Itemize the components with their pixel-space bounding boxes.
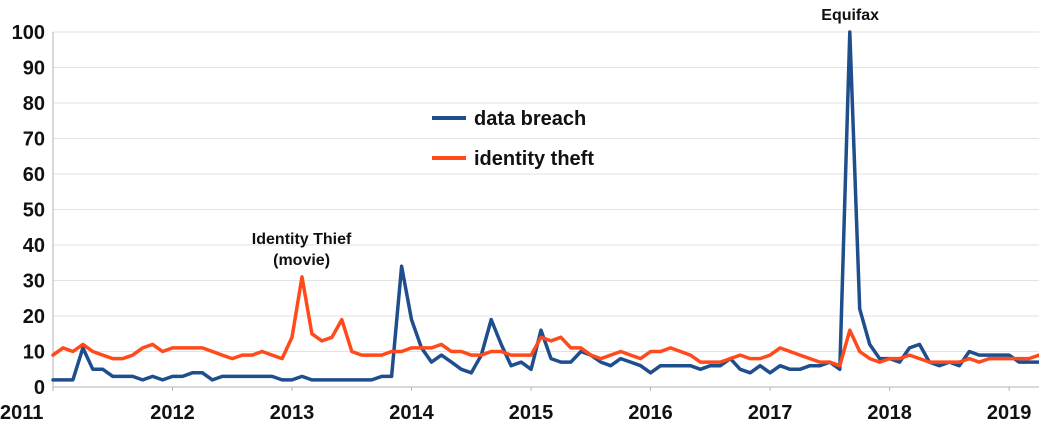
gridlines <box>53 31 1039 352</box>
y-tick-label: 60 <box>23 164 45 186</box>
legend: data breach identity theft <box>432 108 594 170</box>
legend-label: identity theft <box>474 148 594 170</box>
series-line-identity-theft <box>51 275 1039 368</box>
y-tick-label: 50 <box>23 200 45 222</box>
y-tick-label: 40 <box>23 235 45 257</box>
y-tick-label: 90 <box>23 58 45 80</box>
x-tick-label: 2014 <box>389 402 434 424</box>
x-tick-label: 2017 <box>748 402 793 424</box>
y-tick-label: 80 <box>23 93 45 115</box>
annotation: Identity Thief (movie) <box>252 231 352 269</box>
annotations: Identity Thief (movie) Equifax <box>252 7 879 269</box>
y-tick-label: 10 <box>23 342 45 364</box>
x-tick-label: 2013 <box>270 402 315 424</box>
x-tick-label: 2016 <box>628 402 673 424</box>
legend-label: data breach <box>474 108 586 130</box>
x-tick-label: 2011 <box>0 402 43 424</box>
x-tick-label: 2019 <box>987 402 1032 424</box>
y-tick-label: 0 <box>34 377 45 399</box>
legend-item: identity theft <box>432 148 594 170</box>
legend-item: data breach <box>432 108 586 130</box>
x-tick-label: 2015 <box>509 402 554 424</box>
y-tick-label: 100 <box>12 22 45 44</box>
x-tick-label: 2018 <box>867 402 912 424</box>
annotation: Equifax <box>821 7 879 24</box>
annotation-text: Identity Thief <box>252 231 352 248</box>
annotation-text: Equifax <box>821 7 879 24</box>
series-line-data-breach <box>51 30 1039 382</box>
series-lines <box>51 30 1039 382</box>
y-tick-label: 30 <box>23 271 45 293</box>
annotation-text: (movie) <box>273 252 330 269</box>
x-tick-label: 2012 <box>150 402 195 424</box>
axes: 0 10 20 30 40 50 60 70 80 90 100 2011 2012 2013 2014 20… <box>0 22 1039 424</box>
y-tick-label: 70 <box>23 129 45 151</box>
y-tick-label: 20 <box>23 306 45 328</box>
